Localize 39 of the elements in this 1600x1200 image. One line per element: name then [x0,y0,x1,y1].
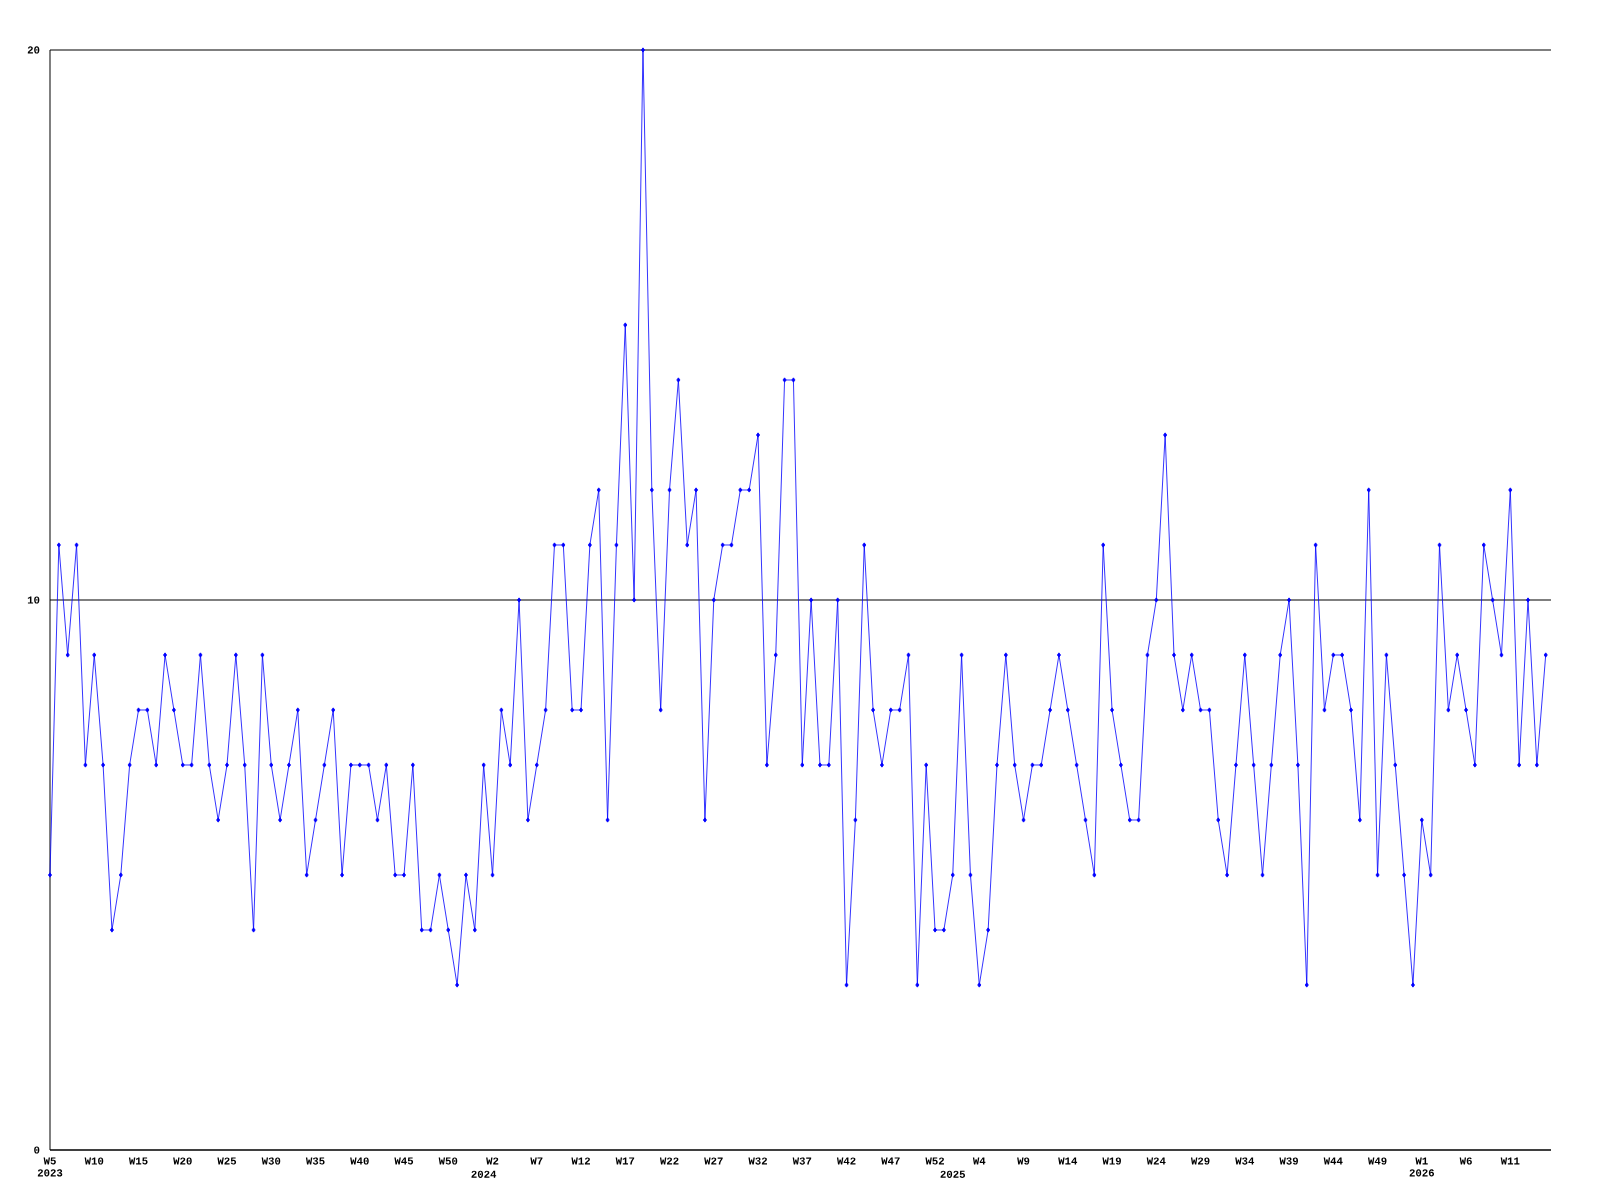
x-tick-label: W7 [530,1157,543,1165]
x-tick-label: W39 [1279,1157,1298,1165]
x-tick-label: W49 [1367,1157,1387,1165]
x-tick-label: W9 [1017,1157,1030,1165]
x-tick-label: W42 [836,1157,856,1165]
x-tick-label: W20 [173,1157,192,1165]
y-tick-label: 0 [34,1146,40,1154]
x-tick-label: W47 [881,1157,900,1165]
x-tick-label: W32 [748,1157,767,1165]
x-tick-label: W10 [84,1157,104,1165]
x-tick-label: W12 [571,1157,590,1165]
x-tick-label: W45 [394,1157,414,1165]
x-tick-label: W50 [438,1157,458,1165]
x-tick-label: W19 [1102,1157,1121,1165]
x-tick-label: W30 [261,1157,281,1165]
y-tick-label: 10 [27,596,40,604]
x-tick-label: W17 [615,1157,635,1165]
x-tick-label: W24 [1146,1157,1166,1165]
x-tick-label: W5 2023 [37,1157,63,1177]
x-tick-label: W4 [972,1157,986,1165]
x-tick-label: W34 [1235,1157,1255,1165]
x-tick-label: 2025 [940,1170,965,1178]
x-tick-label: W6 [1459,1157,1472,1165]
x-tick-label: W35 [305,1157,325,1165]
y-tick-label: 20 [27,46,40,54]
x-tick-label: W25 [217,1157,237,1165]
x-tick-label: W11 [1500,1157,1520,1165]
x-tick-label: W15 [128,1157,148,1165]
x-tick-label: W44 [1323,1157,1343,1165]
x-tick-label: W52 [925,1157,945,1165]
x-tick-label: 2024 [471,1170,497,1178]
x-tick-label: W22 [659,1157,679,1165]
x-tick-label: W2 [486,1157,499,1165]
x-tick-label: W27 [704,1157,723,1165]
x-tick-label: W1 2026 [1409,1157,1435,1177]
x-tick-label: W29 [1190,1157,1210,1165]
x-tick-label: W37 [792,1157,812,1165]
x-tick-label: W14 [1058,1157,1078,1165]
x-tick-label: W40 [350,1157,369,1165]
